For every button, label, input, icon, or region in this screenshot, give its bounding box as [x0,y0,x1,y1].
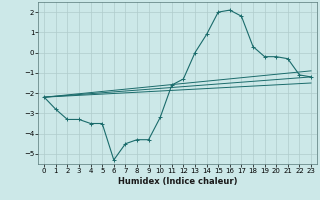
X-axis label: Humidex (Indice chaleur): Humidex (Indice chaleur) [118,177,237,186]
